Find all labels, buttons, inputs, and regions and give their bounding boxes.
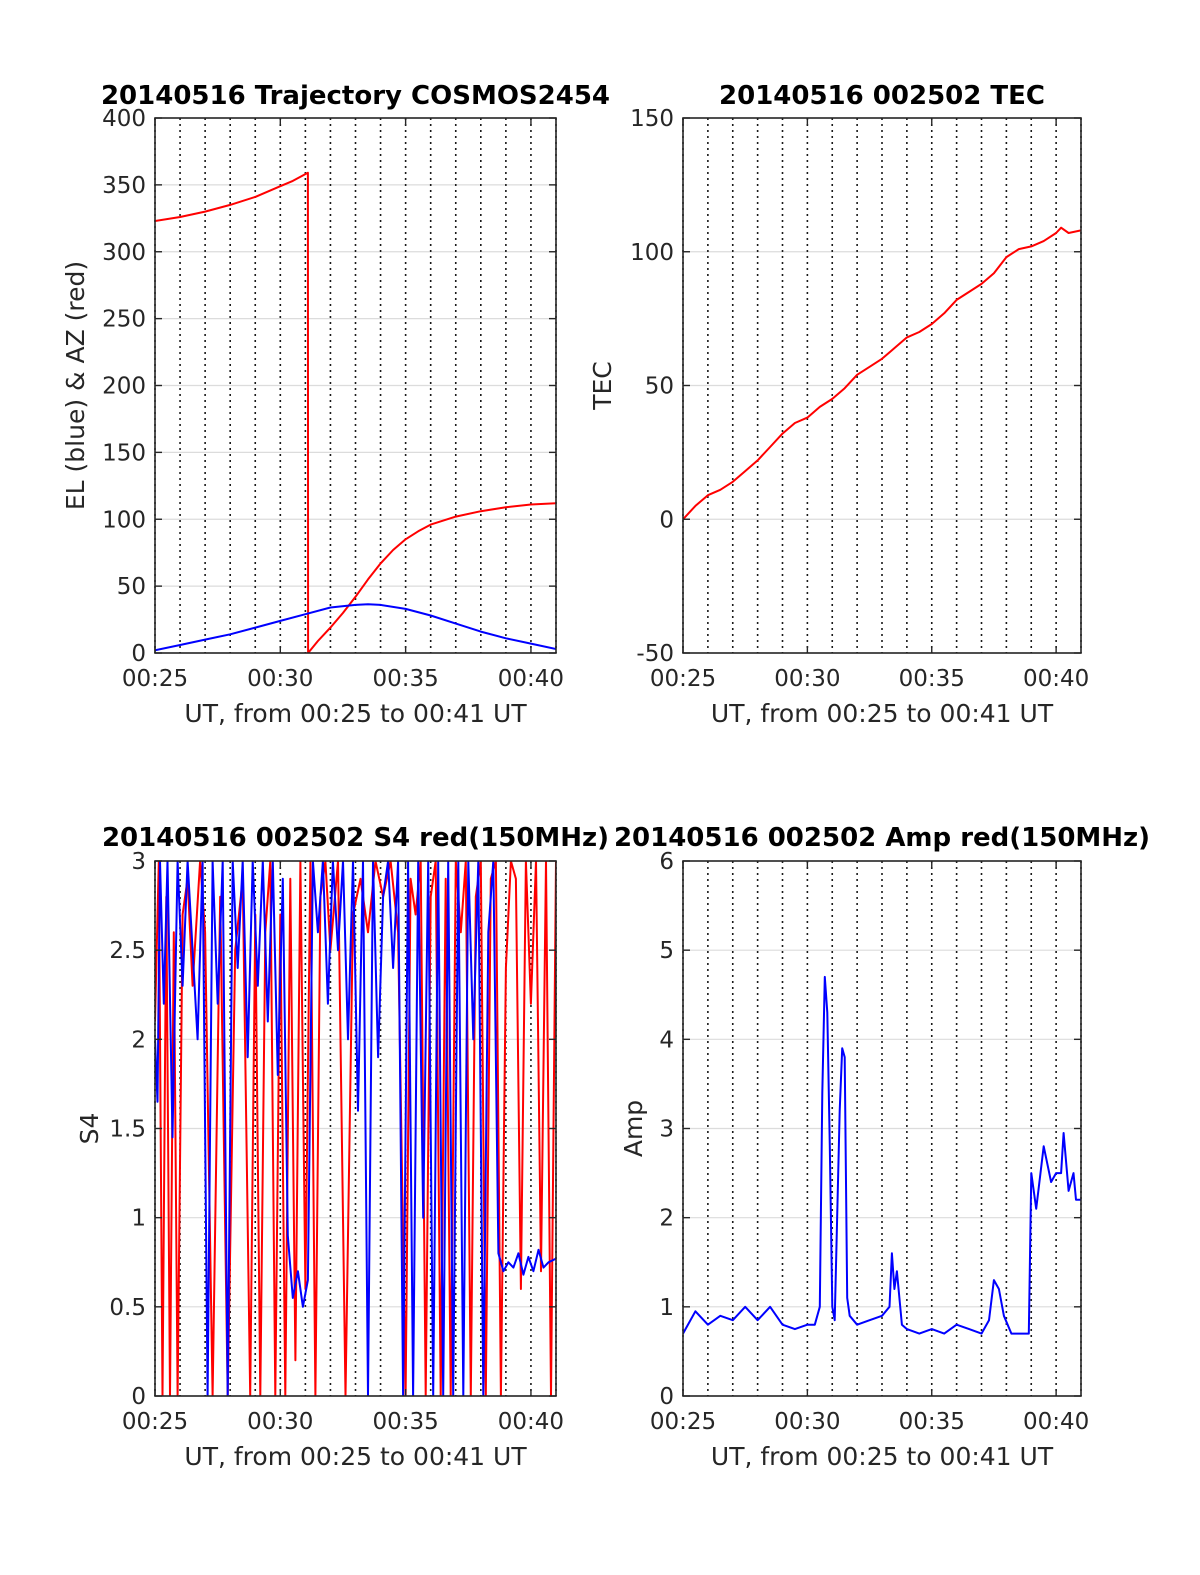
y-tick-label: 150 [102, 440, 146, 466]
y-tick-label: 4 [659, 1027, 674, 1053]
y-tick-label: 1.5 [109, 1117, 146, 1143]
y-tick-label: 0.5 [109, 1295, 146, 1321]
y-tick-label: 3 [131, 849, 146, 875]
x-axis-label: UT, from 00:25 to 00:41 UT [184, 699, 527, 728]
y-tick-label: 2 [659, 1206, 674, 1232]
chart-title: 20140516 002502 S4 red(150MHz) [102, 823, 609, 853]
series-line [155, 603, 556, 652]
y-tick-label: 1 [131, 1206, 146, 1232]
y-tick-label: 2.5 [109, 938, 146, 964]
series-line [155, 861, 556, 1396]
x-axis-label: UT, from 00:25 to 00:41 UT [184, 1442, 527, 1471]
panel-trajectory: 20140516 Trajectory COSMOS2454 UT, from … [61, 81, 610, 728]
series-line [155, 861, 556, 1396]
x-tick-label: 00:40 [1023, 666, 1089, 692]
x-tick-label: 00:30 [774, 666, 840, 692]
y-axis-label: EL (blue) & AZ (red) [61, 261, 90, 510]
x-axis-label: UT, from 00:25 to 00:41 UT [711, 699, 1054, 728]
chart-title: 20140516 002502 TEC [719, 81, 1045, 111]
y-tick-label: 6 [659, 849, 674, 875]
x-tick-label: 00:35 [899, 666, 965, 692]
y-tick-label: 350 [102, 173, 146, 199]
y-axis-label: Amp [619, 1100, 648, 1157]
y-tick-label: 50 [117, 574, 146, 600]
series-line [683, 975, 1081, 1335]
panel-tec: 20140516 002502 TEC UT, from 00:25 to 00… [588, 81, 1089, 728]
y-tick-label: 1 [659, 1295, 674, 1321]
x-tick-label: 00:40 [1023, 1409, 1089, 1435]
y-tick-label: 150 [630, 106, 674, 132]
plot-area [155, 861, 556, 1396]
y-tick-label: 0 [131, 1384, 146, 1410]
x-tick-label: 00:40 [498, 666, 564, 692]
x-tick-label: 00:30 [774, 1409, 840, 1435]
x-tick-label: 00:35 [372, 1409, 438, 1435]
series-line [683, 226, 1081, 520]
x-tick-label: 00:25 [650, 1409, 716, 1435]
y-tick-label: 300 [102, 240, 146, 266]
x-tick-label: 00:25 [122, 666, 188, 692]
y-tick-label: -50 [636, 641, 674, 667]
y-tick-label: 200 [102, 374, 146, 400]
y-tick-label: 100 [102, 507, 146, 533]
y-tick-label: 0 [131, 641, 146, 667]
x-tick-label: 00:35 [372, 666, 438, 692]
y-tick-label: 50 [645, 374, 674, 400]
y-tick-label: 0 [659, 1384, 674, 1410]
y-tick-label: 5 [659, 938, 674, 964]
y-tick-label: 3 [659, 1117, 674, 1143]
y-tick-label: 0 [659, 507, 674, 533]
x-axis-label: UT, from 00:25 to 00:41 UT [711, 1442, 1054, 1471]
x-tick-label: 00:25 [650, 666, 716, 692]
chart-title: 20140516 002502 Amp red(150MHz) [614, 823, 1150, 853]
y-axis-label: S4 [75, 1113, 104, 1145]
plot-area [155, 171, 556, 653]
chart-title: 20140516 Trajectory COSMOS2454 [101, 81, 610, 111]
plot-area [683, 226, 1081, 520]
y-tick-label: 2 [131, 1027, 146, 1053]
y-tick-label: 100 [630, 240, 674, 266]
y-tick-label: 400 [102, 106, 146, 132]
panel-amp: 20140516 002502 Amp red(150MHz) UT, from… [614, 823, 1150, 1471]
x-tick-label: 00:30 [247, 1409, 313, 1435]
y-axis-label: TEC [588, 361, 617, 411]
x-tick-label: 00:40 [498, 1409, 564, 1435]
x-tick-label: 00:25 [122, 1409, 188, 1435]
plot-area [683, 975, 1081, 1335]
x-tick-label: 00:30 [247, 666, 313, 692]
y-tick-label: 250 [102, 307, 146, 333]
panel-s4: 20140516 002502 S4 red(150MHz) UT, from … [75, 823, 609, 1471]
x-tick-label: 00:35 [899, 1409, 965, 1435]
